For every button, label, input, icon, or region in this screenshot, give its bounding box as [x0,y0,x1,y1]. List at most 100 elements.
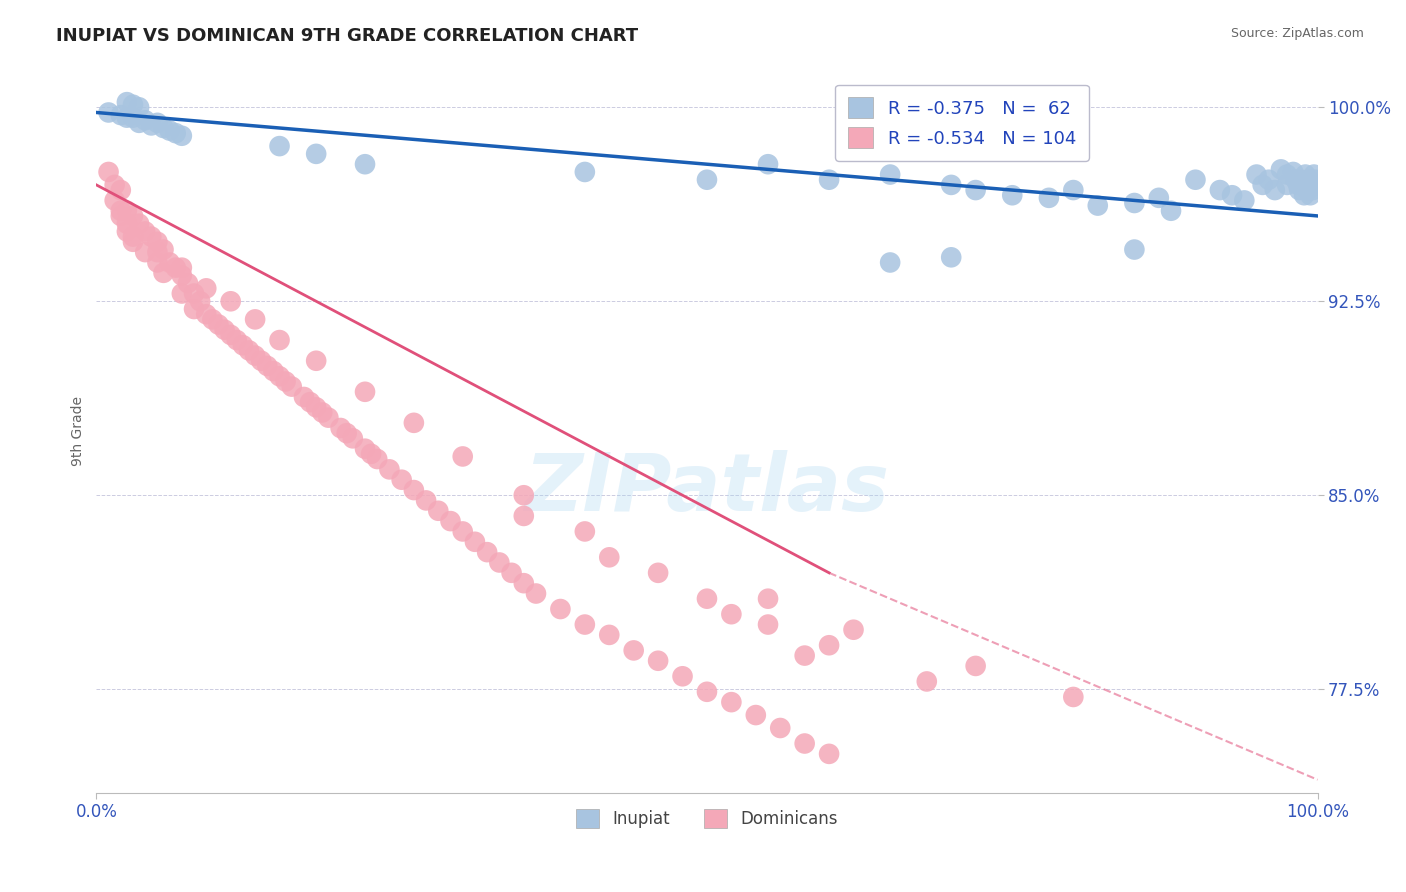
Point [110,209,132,223]
Point [842,623,865,637]
Point [1291,172,1313,186]
Point [1275,178,1298,192]
Point [756,591,779,606]
Point [281,379,304,393]
Point [354,442,377,456]
Point [354,157,377,171]
Point [1220,188,1243,202]
Point [305,353,328,368]
Point [195,307,218,321]
Point [1294,188,1316,202]
Y-axis label: 9th Grade: 9th Grade [72,395,86,466]
Point [146,235,169,249]
Point [152,121,174,136]
Point [170,286,193,301]
Point [1284,172,1306,186]
Point [274,375,297,389]
Point [1288,183,1310,197]
Point [141,229,163,244]
Point [329,421,352,435]
Point [439,514,461,528]
Point [256,359,278,373]
Point [97,165,120,179]
Point [1251,178,1274,192]
Point [574,617,596,632]
Point [1299,188,1322,202]
Point [122,97,145,112]
Point [366,452,388,467]
Point [598,550,620,565]
Point [214,323,236,337]
Point [451,450,474,464]
Point [165,126,187,140]
Point [415,493,437,508]
Point [170,268,193,283]
Point [464,534,486,549]
Point [1147,191,1170,205]
Point [232,338,254,352]
Point [152,243,174,257]
Point [965,659,987,673]
Point [378,462,401,476]
Point [879,168,901,182]
Point [1303,168,1326,182]
Point [115,217,138,231]
Point [336,426,359,441]
Point [1233,194,1256,208]
Point [488,556,510,570]
Point [299,395,322,409]
Point [513,488,536,502]
Point [122,111,145,125]
Point [1282,165,1305,179]
Point [243,312,266,326]
Point [402,483,425,497]
Point [1123,243,1146,257]
Point [793,648,815,663]
Point [427,504,450,518]
Point [1305,178,1327,192]
Point [1160,203,1182,218]
Point [110,203,132,218]
Text: Source: ZipAtlas.com: Source: ZipAtlas.com [1230,27,1364,40]
Point [745,708,768,723]
Point [128,217,150,231]
Point [146,245,169,260]
Point [360,447,382,461]
Point [262,364,284,378]
Point [513,508,536,523]
Point [177,276,200,290]
Point [623,643,645,657]
Point [818,172,841,186]
Point [152,266,174,280]
Point [170,260,193,275]
Point [165,260,187,275]
Point [354,384,377,399]
Point [104,178,127,192]
Point [696,591,718,606]
Point [941,178,963,192]
Point [1301,178,1323,192]
Point [134,113,156,128]
Point [915,674,938,689]
Point [342,431,364,445]
Point [1001,188,1024,202]
Point [195,281,218,295]
Point [207,318,229,332]
Point [1270,162,1292,177]
Point [965,183,987,197]
Point [1246,168,1268,182]
Point [1298,172,1320,186]
Point [524,586,547,600]
Point [115,111,138,125]
Point [475,545,498,559]
Point [647,566,669,580]
Point [122,229,145,244]
Point [1038,191,1060,205]
Point [696,172,718,186]
Point [696,685,718,699]
Point [146,255,169,269]
Point [201,312,224,326]
Point [219,327,242,342]
Point [170,128,193,143]
Point [1062,690,1084,704]
